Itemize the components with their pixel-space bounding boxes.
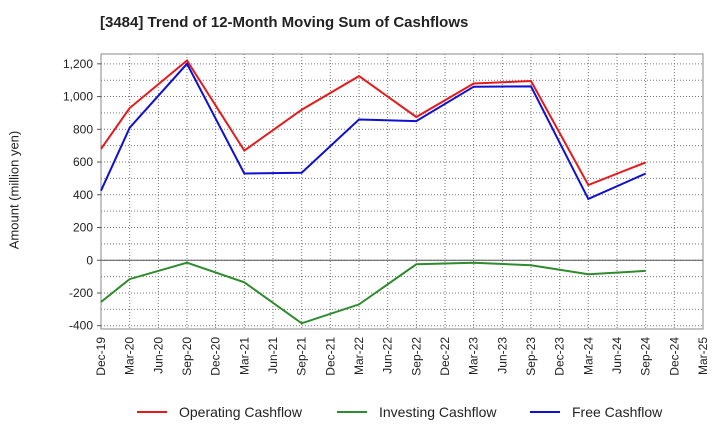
y-tick-label: 1,200 [63, 57, 93, 71]
x-tick-label: Sep-23 [524, 337, 538, 376]
legend-item: Operating Cashflow [137, 404, 302, 420]
y-tick-label: 800 [73, 122, 93, 136]
x-tick-label: Jun-21 [266, 337, 280, 374]
series-line-free-cashflow [100, 62, 647, 201]
series-layer [100, 59, 647, 325]
legend-label: Investing Cashflow [379, 404, 497, 420]
x-tick-label: Mar-21 [237, 337, 251, 375]
x-tick-label: Jun-24 [610, 337, 624, 374]
x-tick-label: Dec-22 [438, 337, 452, 376]
series-line-investing-cashflow [100, 261, 646, 325]
x-tick-label: Mar-24 [581, 337, 595, 375]
legend-swatch [530, 411, 560, 413]
plot-border [100, 53, 704, 330]
legend-swatch [337, 411, 367, 413]
legend-item: Investing Cashflow [337, 404, 497, 420]
legend-label: Free Cashflow [572, 404, 663, 420]
x-tick-label: Dec-24 [667, 337, 681, 376]
x-tick-label: Jun-22 [381, 337, 395, 374]
y-tick-label: -200 [69, 286, 93, 300]
x-tick-label: Sep-21 [295, 337, 309, 376]
y-tick-label: 400 [73, 188, 93, 202]
y-tick-label: 0 [86, 253, 93, 267]
legend-label: Operating Cashflow [179, 404, 302, 420]
legend: Operating Cashflow Investing Cashflow Free… [0, 404, 720, 426]
x-tick-label: Mar-22 [352, 337, 366, 375]
x-tick-label: Dec-21 [323, 337, 337, 376]
x-tick-label: Jun-23 [495, 337, 509, 374]
grid-layer [100, 54, 704, 329]
y-tick-label: 200 [73, 221, 93, 235]
y-tick-label: 1,000 [63, 90, 93, 104]
axis-layer: -400 -200 0 200 400 600 800 1,000 1,200 Dec-19 Mar… [63, 53, 710, 376]
legend-swatch [137, 411, 167, 413]
x-tick-label: Mar-20 [123, 337, 137, 375]
x-tick-label: Mar-23 [467, 337, 481, 375]
series-line-operating-cashflow [100, 59, 647, 187]
chart-title: [3484] Trend of 12-Month Moving Sum of C… [100, 14, 469, 31]
x-tick-label: Jun-20 [151, 337, 165, 374]
chart-plot: -400 -200 0 200 400 600 800 1,000 1,200 Dec-19 Mar… [63, 53, 710, 376]
x-tick-label: Sep-20 [180, 337, 194, 376]
x-tick-label: Sep-22 [409, 337, 423, 376]
x-tick-label: Sep-24 [639, 337, 653, 376]
x-tick-label: Dec-19 [94, 337, 108, 376]
x-tick-label: Dec-23 [553, 337, 567, 376]
y-tick-label: 600 [73, 155, 93, 169]
y-tick-label: -400 [69, 319, 93, 333]
x-tick-label: Dec-20 [209, 337, 223, 376]
legend-item: Free Cashflow [530, 404, 662, 420]
x-tick-label: Mar-25 [696, 337, 710, 375]
